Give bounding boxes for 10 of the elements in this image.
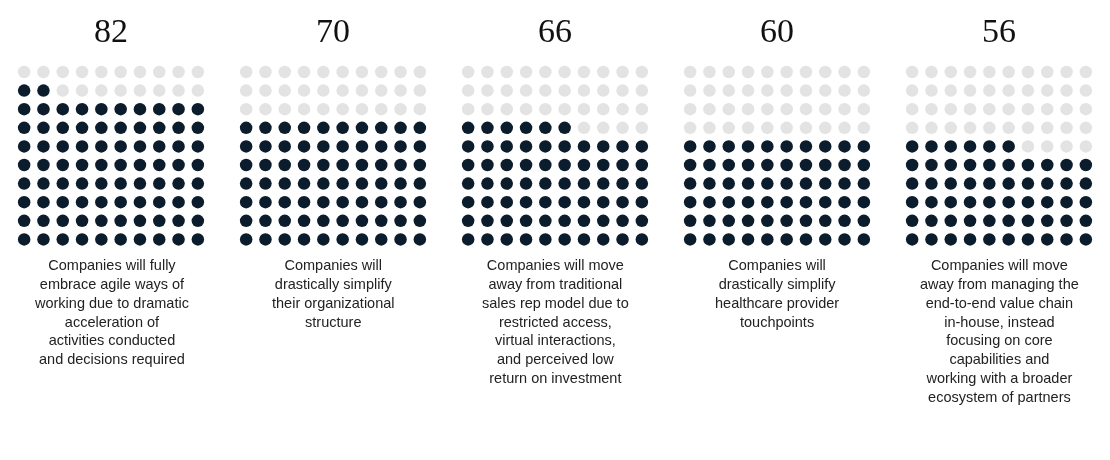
- category-label: Companies will drastically simplify healthcare provider touchpoints: [715, 257, 840, 330]
- data-label: 66: [538, 12, 572, 49]
- category-label: Companies will move away from managing the end-to-end value chain in-house, instead focusing on core capabilities and working with a broader ecosystem of partners: [920, 257, 1079, 405]
- category-label: Companies will fully embrace agile ways of working due to dramatic acceleration of activities conducted and decisions required: [34, 257, 189, 368]
- data-label: 82: [94, 12, 128, 49]
- data-label: 60: [760, 12, 794, 49]
- category-label: Companies will drastically simplify their organizational structure: [272, 257, 395, 330]
- category-label: Companies will move away from traditional sales rep model due to restricted access, virtual interactions, and perceived low return on investment: [482, 257, 629, 387]
- data-label: 56: [982, 12, 1016, 49]
- data-label: 70: [316, 12, 350, 49]
